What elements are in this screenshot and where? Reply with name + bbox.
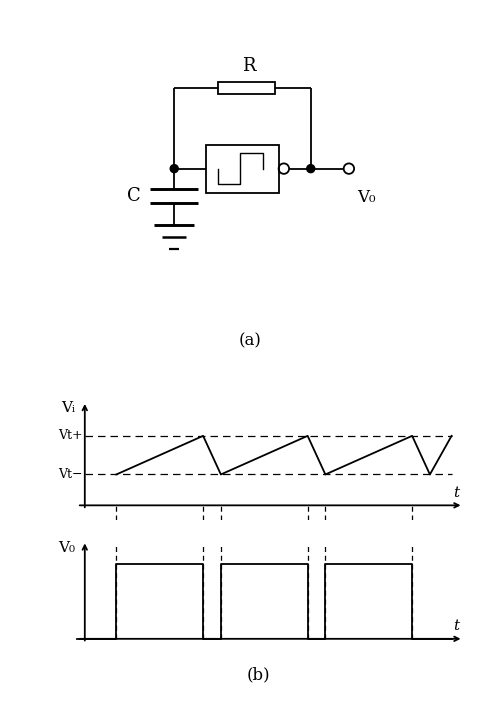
Circle shape [170, 165, 178, 173]
Text: V₀: V₀ [58, 541, 75, 554]
Text: Vt−: Vt− [58, 468, 83, 481]
Bar [207, 145, 279, 193]
Text: R: R [242, 57, 255, 75]
Text: Vt+: Vt+ [58, 429, 83, 442]
Bar [218, 82, 275, 95]
Text: V₀: V₀ [357, 189, 375, 206]
Circle shape [307, 165, 315, 173]
Text: (b): (b) [246, 666, 270, 683]
Text: (a): (a) [239, 333, 262, 350]
Text: C: C [127, 187, 141, 205]
Text: Vᵢ: Vᵢ [61, 401, 75, 415]
Text: t: t [454, 619, 459, 633]
Text: t: t [454, 485, 459, 500]
